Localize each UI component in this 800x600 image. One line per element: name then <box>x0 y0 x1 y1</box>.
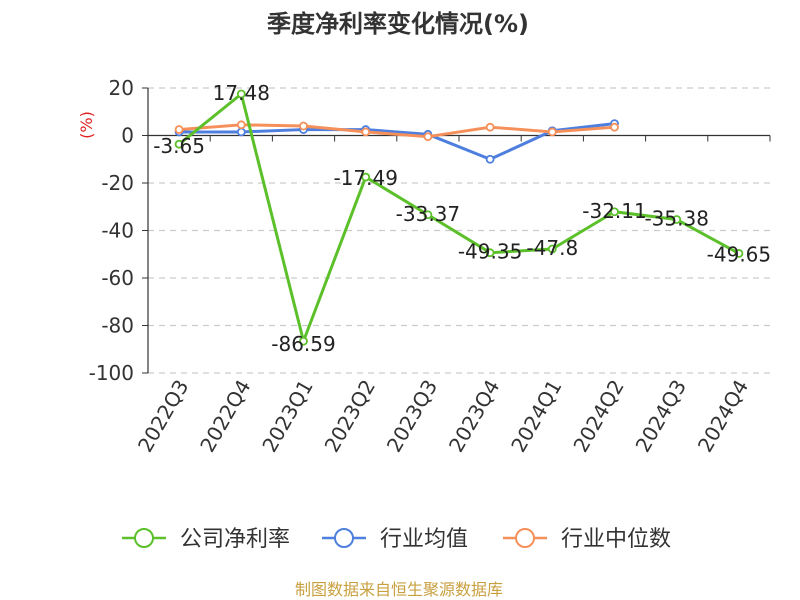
y-tick-label: 0 <box>121 124 134 148</box>
series-lines <box>174 89 744 346</box>
y-tick-label: -40 <box>101 219 134 243</box>
data-point <box>547 127 557 137</box>
data-label: -47.8 <box>526 236 578 260</box>
data-point <box>547 244 557 254</box>
data-point <box>734 249 744 258</box>
y-tick-label: 20 <box>109 76 134 100</box>
data-point <box>485 248 495 258</box>
legend-marker <box>134 528 154 548</box>
x-tick-label: 2023Q3 <box>382 376 442 457</box>
legend-label: 行业中位数 <box>561 527 671 552</box>
data-label: -33.37 <box>396 202 460 226</box>
legend-marker <box>515 528 535 548</box>
y-tick-label: -80 <box>101 314 134 338</box>
data-point <box>361 127 371 137</box>
x-tick-label: 2024Q3 <box>631 376 691 457</box>
x-tick-label: 2022Q4 <box>195 376 255 457</box>
data-point <box>610 122 619 132</box>
chart-title: 季度净利率变化情况(%) <box>267 10 529 38</box>
data-label: -49.35 <box>458 240 522 264</box>
source-note: 制图数据来自恒生聚源数据库 <box>295 580 503 599</box>
data-point <box>361 172 371 182</box>
legend-label: 行业均值 <box>380 527 468 552</box>
data-label: -35.38 <box>644 207 708 231</box>
data-point <box>610 207 619 217</box>
data-point <box>672 215 682 224</box>
x-tick-label: 2024Q2 <box>568 376 628 457</box>
x-tick-label: 2023Q2 <box>320 376 380 457</box>
data-point <box>174 139 184 149</box>
series-line <box>178 123 615 139</box>
data-point <box>236 127 246 137</box>
x-tick-label: 2023Q1 <box>257 376 317 457</box>
data-point <box>299 121 308 131</box>
data-point <box>236 89 246 99</box>
data-point <box>236 120 246 130</box>
data-point <box>485 122 495 132</box>
series-line <box>178 92 740 343</box>
y-axis-label: (%) <box>77 111 96 139</box>
x-tick-label: 2024Q4 <box>693 376 753 457</box>
gridlines <box>148 87 770 374</box>
x-tick-label: 2024Q1 <box>506 376 566 457</box>
y-tick-label: -100 <box>89 361 134 385</box>
data-point <box>423 210 433 220</box>
data-label: -17.49 <box>333 166 397 190</box>
y-tick-label: -20 <box>101 171 134 195</box>
legend-marker <box>334 528 354 548</box>
data-point <box>174 125 184 134</box>
data-point <box>299 336 308 346</box>
legend: 公司净利率 行业均值 行业中位数 <box>122 527 671 552</box>
data-label: -86.59 <box>271 332 335 356</box>
data-label: -32.11 <box>582 199 646 223</box>
data-point <box>423 132 433 142</box>
x-tick-label: 2023Q4 <box>444 375 504 456</box>
data-point <box>485 154 495 164</box>
data-label: -49.65 <box>707 242 771 266</box>
data-label: 17.48 <box>213 81 270 105</box>
data-label: -3.65 <box>153 134 205 158</box>
y-tick-label: -60 <box>101 266 134 290</box>
legend-label: 公司净利率 <box>180 527 290 552</box>
x-tick-label: 2022Q3 <box>133 376 193 457</box>
